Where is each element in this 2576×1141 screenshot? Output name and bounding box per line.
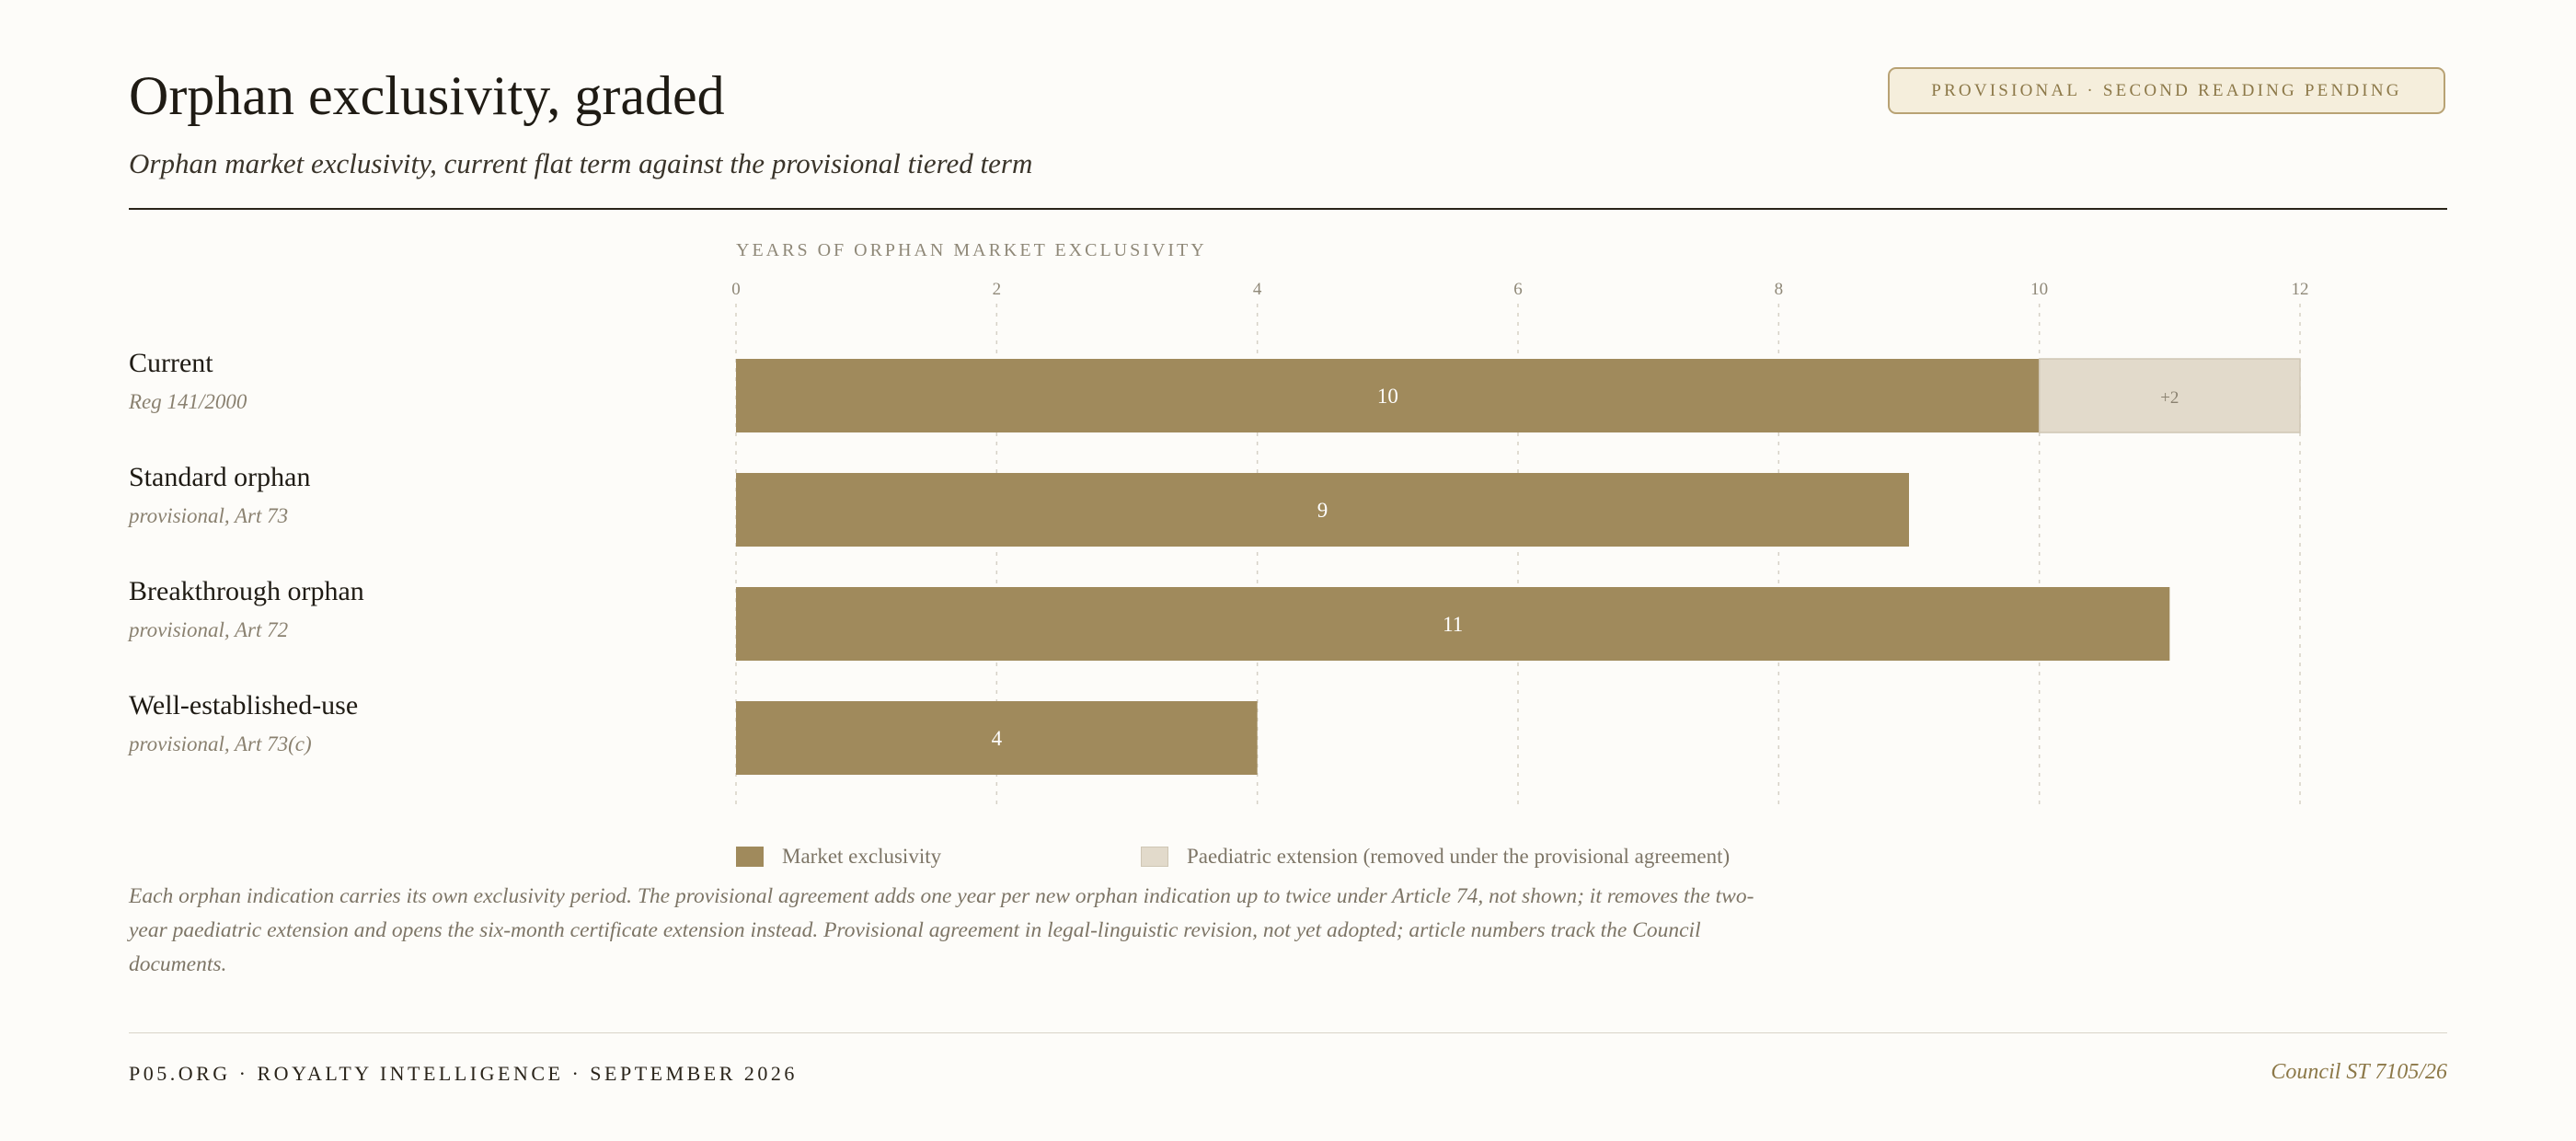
x-axis-title: Years of orphan market exclusivity bbox=[736, 240, 1207, 260]
header-divider bbox=[129, 208, 2447, 210]
data-label-exclusivity-current: 10 bbox=[1377, 385, 1398, 408]
bar-exclusivity-well-established-use bbox=[736, 701, 1258, 775]
footnote: Each orphan indication carries its own e… bbox=[129, 884, 1754, 976]
page-title: Orphan exclusivity, graded bbox=[129, 65, 725, 126]
data-label-exclusivity-standard-orphan: 9 bbox=[1317, 499, 1328, 522]
legend-item-market-exclusivity: Market exclusivity bbox=[736, 843, 941, 870]
legend-item-paediatric-extension: Paediatric extension (removed under the … bbox=[1141, 843, 1730, 870]
x-tick-label-8: 8 bbox=[1775, 280, 1784, 299]
row-ref-breakthrough-orphan: provisional, Art 72 bbox=[129, 618, 289, 641]
bar-extension-current bbox=[2038, 358, 2301, 433]
bar-exclusivity-current bbox=[736, 359, 2040, 432]
data-label-exclusivity-breakthrough-orphan: 11 bbox=[1443, 613, 1463, 636]
x-tick-label-10: 10 bbox=[2030, 280, 2048, 299]
x-tick-label-6: 6 bbox=[1513, 280, 1523, 299]
footer-divider bbox=[129, 1032, 2447, 1033]
x-tick-label-12: 12 bbox=[2292, 280, 2309, 299]
page-subtitle: Orphan market exclusivity, current flat … bbox=[129, 147, 1033, 179]
x-tick-label-2: 2 bbox=[993, 280, 1002, 299]
row-label-breakthrough-orphan: Breakthrough orphan bbox=[129, 576, 364, 606]
bar-exclusivity-standard-orphan bbox=[736, 473, 1909, 547]
legend-label-market-exclusivity: Market exclusivity bbox=[782, 845, 942, 868]
bar-exclusivity-breakthrough-orphan bbox=[736, 587, 2170, 661]
bar-chart: 0 2 4 6 8 10 12 10 +2 9 11 4 bbox=[731, 280, 2309, 810]
data-label-exclusivity-well-established-use: 4 bbox=[992, 727, 1003, 750]
row-ref-standard-orphan: provisional, Art 73 bbox=[129, 504, 289, 527]
x-tick-label-4: 4 bbox=[1253, 280, 1262, 299]
row-label-current: Current bbox=[129, 348, 213, 378]
row-ref-current: Reg 141/2000 bbox=[129, 390, 247, 413]
data-label-extension-current: +2 bbox=[2160, 388, 2179, 408]
legend-swatch-market-exclusivity bbox=[736, 847, 764, 867]
row-ref-well-established-use: provisional, Art 73(c) bbox=[129, 732, 312, 755]
row-label-well-established-use: Well-established-use bbox=[129, 690, 359, 720]
footer-document-ref: Council ST 7105/26 bbox=[2271, 1060, 2447, 1084]
legend-swatch-paediatric-extension bbox=[1141, 847, 1168, 867]
legend-label-paediatric-extension: Paediatric extension (removed under the … bbox=[1187, 845, 1731, 868]
row-label-standard-orphan: Standard orphan bbox=[129, 462, 311, 492]
footer-publisher: P05.ORG · ROYALTY INTELLIGENCE · SEPTEMB… bbox=[129, 1062, 798, 1085]
status-badge: Provisional · second reading pending bbox=[1888, 67, 2445, 114]
x-tick-label-0: 0 bbox=[731, 280, 741, 299]
